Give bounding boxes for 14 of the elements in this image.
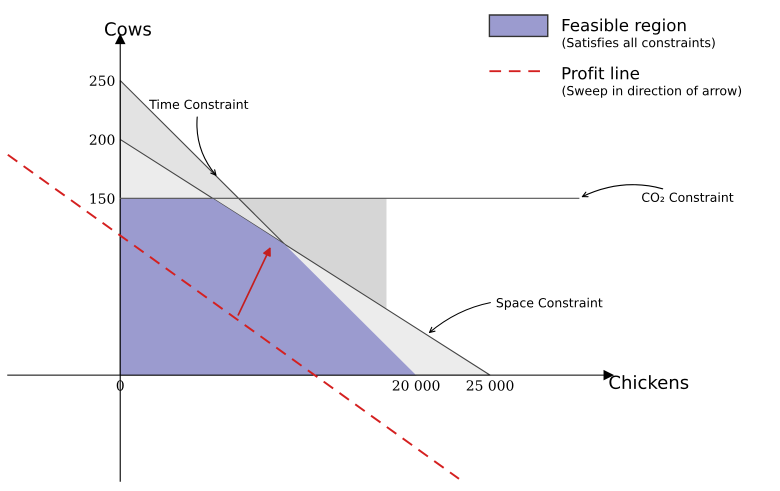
x-axis-title: Chickens <box>609 375 688 390</box>
y-tick-label: 200 <box>90 134 114 145</box>
text: CO₂ Constraint <box>642 192 734 202</box>
x-tick-label: 20 000 <box>392 380 440 391</box>
y-axis-title: Cows <box>105 22 151 36</box>
annotation: (Sweep in direction of arrow) <box>562 86 742 98</box>
legend-label: Profit line <box>562 66 640 80</box>
x-tick-label: 25 000 <box>466 380 514 391</box>
legend-label: Feasible region <box>562 18 686 35</box>
y-tick-label: 150 <box>90 193 114 204</box>
y-tick-label: 250 <box>90 75 114 86</box>
annotation: Space Constraint <box>496 298 602 310</box>
annotation: Time Constraint <box>149 99 248 110</box>
annotation: (Satisfies all constraints) <box>562 38 715 49</box>
